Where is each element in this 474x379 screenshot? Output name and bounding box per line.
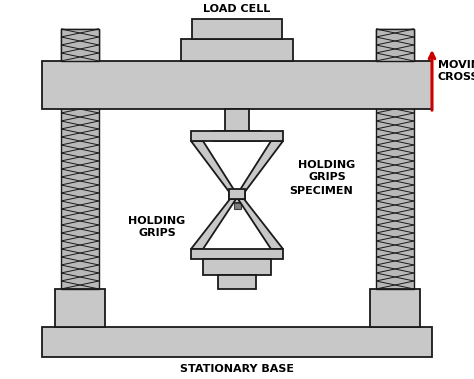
Polygon shape bbox=[238, 141, 283, 193]
Bar bbox=[61, 29, 99, 289]
Bar bbox=[203, 259, 271, 275]
Text: HOLDING
GRIPS: HOLDING GRIPS bbox=[128, 216, 186, 238]
Bar bbox=[376, 29, 414, 61]
Bar bbox=[376, 29, 414, 61]
Bar bbox=[191, 131, 283, 141]
Bar bbox=[234, 203, 241, 209]
Bar bbox=[191, 249, 283, 259]
Bar bbox=[376, 29, 414, 289]
Bar bbox=[370, 289, 420, 327]
Text: SPECIMEN: SPECIMEN bbox=[289, 186, 353, 196]
Bar bbox=[61, 29, 99, 61]
Text: LOAD CELL: LOAD CELL bbox=[203, 4, 271, 14]
Bar bbox=[229, 193, 245, 203]
Bar bbox=[192, 19, 282, 39]
Bar bbox=[61, 29, 99, 289]
Text: STATIONARY BASE: STATIONARY BASE bbox=[180, 364, 294, 374]
Bar bbox=[376, 29, 414, 289]
Bar bbox=[181, 39, 293, 61]
Bar bbox=[218, 275, 256, 289]
Polygon shape bbox=[238, 199, 283, 249]
Text: MOVING
CROSSHEAD: MOVING CROSSHEAD bbox=[438, 60, 474, 82]
Bar bbox=[229, 189, 245, 199]
Polygon shape bbox=[191, 141, 236, 193]
Bar bbox=[213, 131, 261, 141]
Bar bbox=[42, 327, 432, 357]
Bar bbox=[42, 61, 432, 109]
Polygon shape bbox=[191, 199, 236, 249]
Bar bbox=[61, 29, 99, 61]
Bar bbox=[55, 289, 105, 327]
Bar bbox=[225, 109, 249, 131]
Text: HOLDING
GRIPS: HOLDING GRIPS bbox=[298, 160, 356, 182]
